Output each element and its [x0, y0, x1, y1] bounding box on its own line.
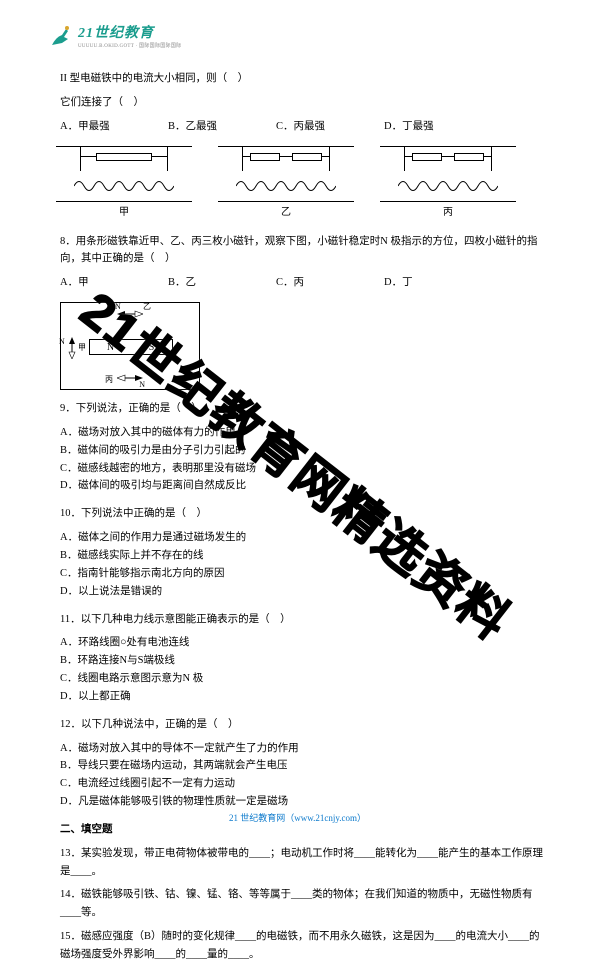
- compass-jia: N 甲: [67, 337, 77, 359]
- q10-opt-d: D．以上说法是错误的: [60, 583, 545, 601]
- logo-main-text: 21世纪教育: [78, 22, 181, 42]
- compass-figure: N S N 乙 N 甲 N 丙: [60, 302, 200, 390]
- runner-icon: [48, 23, 74, 49]
- q12-opt-c: C．电流经过线圈引起不一定有力运动: [60, 775, 545, 793]
- compass-jia-label: 甲: [78, 341, 86, 355]
- page-content: II 型电磁铁中的电流大小相同，则（ ） 它们连接了（ ） A．甲最强 B．乙最…: [60, 70, 545, 970]
- compass-n-label: N: [59, 335, 65, 349]
- q11-opt-b: B．环路连接N与S端极线: [60, 652, 545, 670]
- q7-opt-c: C．丙最强: [276, 118, 366, 136]
- q12-text: 12．以下几种说法中，正确的是（ ）: [60, 716, 545, 734]
- wire-icon: [80, 156, 96, 157]
- resistor-icon: [250, 153, 280, 161]
- q13-text: 13．某实验发现，带正电荷物体被带电的____；电动机工作时将____能转化为_…: [60, 845, 545, 881]
- circuit-label-jia: 甲: [56, 204, 192, 221]
- bar-magnet-icon: N S: [89, 339, 173, 355]
- compass-n-label: N: [139, 378, 145, 392]
- logo-text-block: 21世纪教育 UUUUU.B.OKID.GOTT · 国际国际国际国际: [78, 22, 181, 49]
- magnet-s-pole: S: [131, 340, 172, 354]
- compass-yi-label: 乙: [143, 300, 151, 314]
- wire-icon: [322, 156, 330, 157]
- q9-options: A．磁场对放入其中的磁体有力的作用 B．磁体间的吸引力是由分子引力引起的 C．磁…: [60, 424, 545, 495]
- circuit-yi: 乙: [218, 146, 354, 221]
- wire-icon: [280, 156, 292, 157]
- resistor-icon: [292, 153, 322, 161]
- q15-text: 15．磁感应强度（B）随时的变化规律____的电磁铁，而不用永久磁铁，这是因为_…: [60, 928, 545, 964]
- wire-icon: [484, 156, 492, 157]
- q8-options: A．甲 B．乙 C．丙 D．丁: [60, 274, 545, 292]
- solenoid-icon: [74, 179, 174, 193]
- q8-opt-a: A．甲: [60, 274, 150, 292]
- compass-n-label: N: [115, 300, 121, 314]
- wire-icon: [152, 156, 168, 157]
- circuit-label-yi: 乙: [218, 204, 354, 221]
- q11-options: A．环路线圈○处有电池连线 B．环路连接N与S端极线 C．线圈电路示意图示意为N…: [60, 634, 545, 705]
- q11-text: 11．以下几种电力线示意图能正确表示的是（ ）: [60, 611, 545, 629]
- circuit-label-bing: 丙: [380, 204, 516, 221]
- q8-opt-c: C．丙: [276, 274, 366, 292]
- q12-opt-b: B．导线只要在磁场内运动，其两端就会产生电压: [60, 757, 545, 775]
- q7-opt-a: A．甲最强: [60, 118, 150, 136]
- q7-line2: 它们连接了（ ）: [60, 94, 545, 112]
- q10-opt-b: B．磁感线实际上并不存在的线: [60, 547, 545, 565]
- q10-opt-c: C．指南针能够指示南北方向的原因: [60, 565, 545, 583]
- q9-text: 9．下列说法，正确的是（ ）: [60, 400, 545, 418]
- q10-options: A．磁体之间的作用力是通过磁场发生的 B．磁感线实际上并不存在的线 C．指南针能…: [60, 529, 545, 600]
- compass-bing: N 丙: [117, 373, 143, 383]
- q9-opt-a: A．磁场对放入其中的磁体有力的作用: [60, 424, 545, 442]
- compass-bing-label: 丙: [105, 373, 113, 387]
- q14-text: 14．磁铁能够吸引铁、钴、镍、锰、铬、等等属于____类的物体；在我们知道的物质…: [60, 886, 545, 922]
- q7-line1: II 型电磁铁中的电流大小相同，则（ ）: [60, 70, 545, 88]
- q7-opt-b: B．乙最强: [168, 118, 258, 136]
- q9-opt-c: C．磁感线越密的地方，表明那里没有磁场: [60, 460, 545, 478]
- magnet-n-pole: N: [90, 340, 131, 354]
- q11-opt-c: C．线圈电路示意图示意为N 极: [60, 670, 545, 688]
- solenoid-icon: [236, 179, 336, 193]
- header-logo: 21世纪教育 UUUUU.B.OKID.GOTT · 国际国际国际国际: [48, 22, 181, 49]
- page-footer: 21 世纪教育网（www.21cnjy.com）: [0, 811, 595, 824]
- logo-sub-text: UUUUU.B.OKID.GOTT · 国际国际国际国际: [78, 42, 181, 49]
- wire-icon: [242, 156, 250, 157]
- circuit-jia: 甲: [56, 146, 192, 221]
- q10-opt-a: A．磁体之间的作用力是通过磁场发生的: [60, 529, 545, 547]
- q8-opt-d: D．丁: [384, 274, 474, 292]
- q11-opt-d: D．以上都正确: [60, 688, 545, 706]
- q8-text: 8．用条形磁铁靠近甲、乙、丙三枚小磁针，观察下图，小磁针稳定时N 极指示的方位，…: [60, 233, 545, 269]
- solenoid-icon: [398, 179, 498, 193]
- q12-opt-d: D．凡是磁体能够吸引铁的物理性质就一定是磁场: [60, 793, 545, 811]
- q10-text: 10．下列说法中正确的是（ ）: [60, 505, 545, 523]
- resistor-icon: [96, 153, 152, 161]
- compass-yi: N 乙: [117, 309, 143, 319]
- circuit-bing: 丙: [380, 146, 516, 221]
- wire-icon: [404, 156, 412, 157]
- q12-opt-a: A．磁场对放入其中的导体不一定就产生了力的作用: [60, 740, 545, 758]
- q9-opt-d: D．磁体间的吸引均与距离间自然成反比: [60, 477, 545, 495]
- wire-icon: [442, 156, 454, 157]
- resistor-icon: [412, 153, 442, 161]
- q7-opt-d: D．丁最强: [384, 118, 474, 136]
- q8-opt-b: B．乙: [168, 274, 258, 292]
- resistor-icon: [454, 153, 484, 161]
- q9-opt-b: B．磁体间的吸引力是由分子引力引起的: [60, 442, 545, 460]
- circuit-row: 甲 乙: [56, 146, 545, 221]
- q7-options: A．甲最强 B．乙最强 C．丙最强 D．丁最强: [60, 118, 545, 136]
- q12-options: A．磁场对放入其中的导体不一定就产生了力的作用 B．导线只要在磁场内运动，其两端…: [60, 740, 545, 811]
- q11-opt-a: A．环路线圈○处有电池连线: [60, 634, 545, 652]
